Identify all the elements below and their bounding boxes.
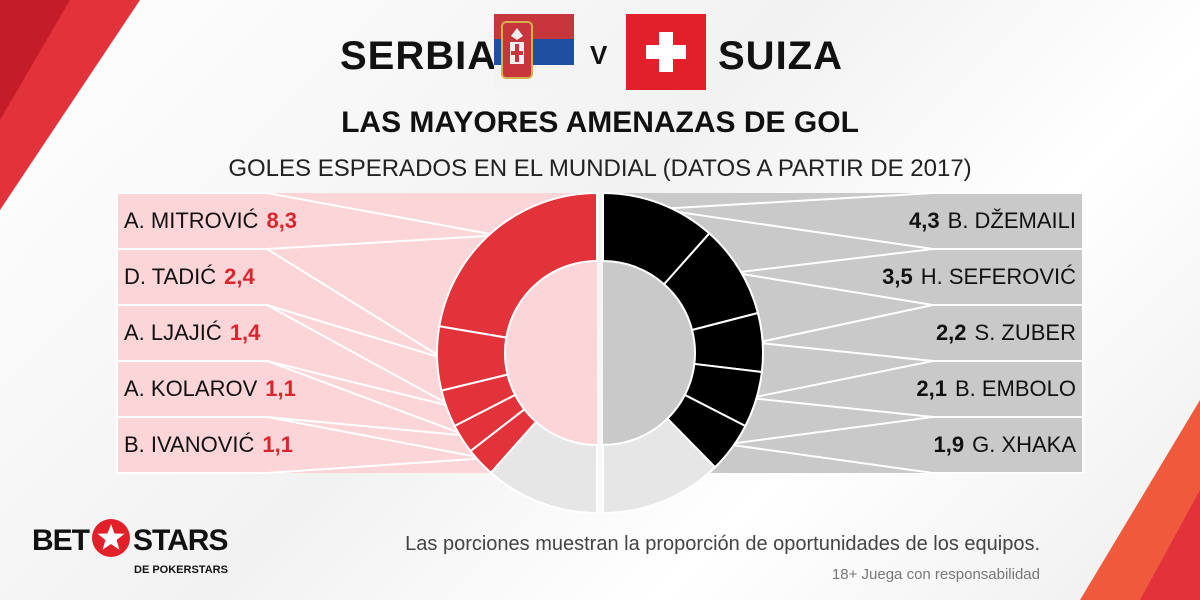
switzerland-connector-0 [657,192,1084,250]
switzerland-connector-1 [734,248,1084,306]
player-value: 8,3 [266,208,298,233]
team-right-name: SUIZA [718,34,843,78]
match-header: SERBIA V SUIZA [0,12,1200,96]
serbia-player-row: A. MITROVIĆ 8,3 [124,193,297,249]
switzerland-connector-2 [756,304,1084,362]
player-value: 2,4 [224,264,255,289]
chart-title: LAS MAYORES AMENAZAS DE GOL [341,106,859,139]
corner-decoration-top-left-inner [0,0,70,120]
serbia-slice-0 [438,191,598,339]
serbia-player-row: D. TADIĆ 2,4 [124,249,255,305]
player-name: B. DŽEMAILI [947,208,1076,233]
switzerland-player-row: 2,1 B. EMBOLO [916,361,1076,417]
responsible-gaming-disclaimer: 18+ Juega con responsabilidad [831,566,1040,583]
serbia-donut [436,191,598,515]
team-left-name: SERBIA [340,34,498,78]
star-icon [92,519,130,558]
player-value: 1,9 [933,432,965,457]
logo-text-stars: STARS [133,524,228,557]
player-name: G. XHAKA [972,432,1076,457]
switzerland-donut [602,191,764,515]
betstars-logo: BET STARS DE POKERSTARS [32,519,232,580]
player-value: 2,2 [935,320,967,345]
player-value: 2,1 [916,376,947,401]
serbia-remainder-slice [489,420,598,515]
player-value: 1,1 [265,376,296,401]
serbia-slice-3 [453,393,526,453]
switzerland-player-row: 1,9 G. XHAKA [933,417,1076,473]
player-name: D. TADIĆ [124,264,217,289]
player-name: A. MITROVIĆ [124,208,259,233]
player-name: A. KOLAROV [124,376,258,401]
serbia-connector-0 [116,192,498,250]
chart-subtitle: GOLES ESPERADOS EN EL MUNDIAL (DATOS A P… [228,155,972,182]
serbia-flag-icon [494,14,574,90]
player-value: 3,5 [882,264,913,289]
player-name: B. IVANOVIĆ [124,432,255,457]
serbia-player-row: B. IVANOVIĆ 1,1 [124,417,293,473]
serbia-player-row: A. LJAJIĆ 1,4 [124,305,260,361]
switzerland-connector-4 [726,416,1084,474]
switzerland-player-row: 2,2 S. ZUBER [936,305,1076,361]
connector-lines [116,192,1084,474]
serbia-slice-1 [436,325,509,392]
logo-subtext: DE POKERSTARS [134,564,228,576]
corner-decoration-bottom-right-inner [1140,490,1200,600]
player-value: 4,3 [909,208,940,233]
serbia-slice-4 [469,407,538,475]
switzerland-player-row: 3,5 H. SEFEROVIĆ [882,249,1076,305]
player-name: H. SEFEROVIĆ [920,264,1076,289]
player-name: A. LJAJIĆ [124,320,222,345]
chart-caption: Las porciones muestran la proporción de … [405,533,1040,555]
player-name: S. ZUBER [974,320,1076,345]
serbia-player-row: A. KOLAROV 1,1 [124,361,296,417]
versus-label: V [590,40,608,70]
switzerland-flag-icon [626,14,706,90]
serbia-connector-1 [116,248,444,360]
player-value: 1,1 [262,432,293,457]
serbia-connector-4 [116,416,485,474]
player-value: 1,4 [229,320,261,345]
switzerland-player-row: 4,3 B. DŽEMAILI [909,193,1076,249]
serbia-slice-2 [440,373,517,428]
logo-text-bet: BET [32,524,90,557]
switzerland-remainder-slice [602,417,717,515]
serbia-connector-2 [116,304,454,408]
player-name: B. EMBOLO [954,376,1076,401]
serbia-connector-3 [116,360,468,437]
switzerland-connector-3 [750,360,1084,418]
